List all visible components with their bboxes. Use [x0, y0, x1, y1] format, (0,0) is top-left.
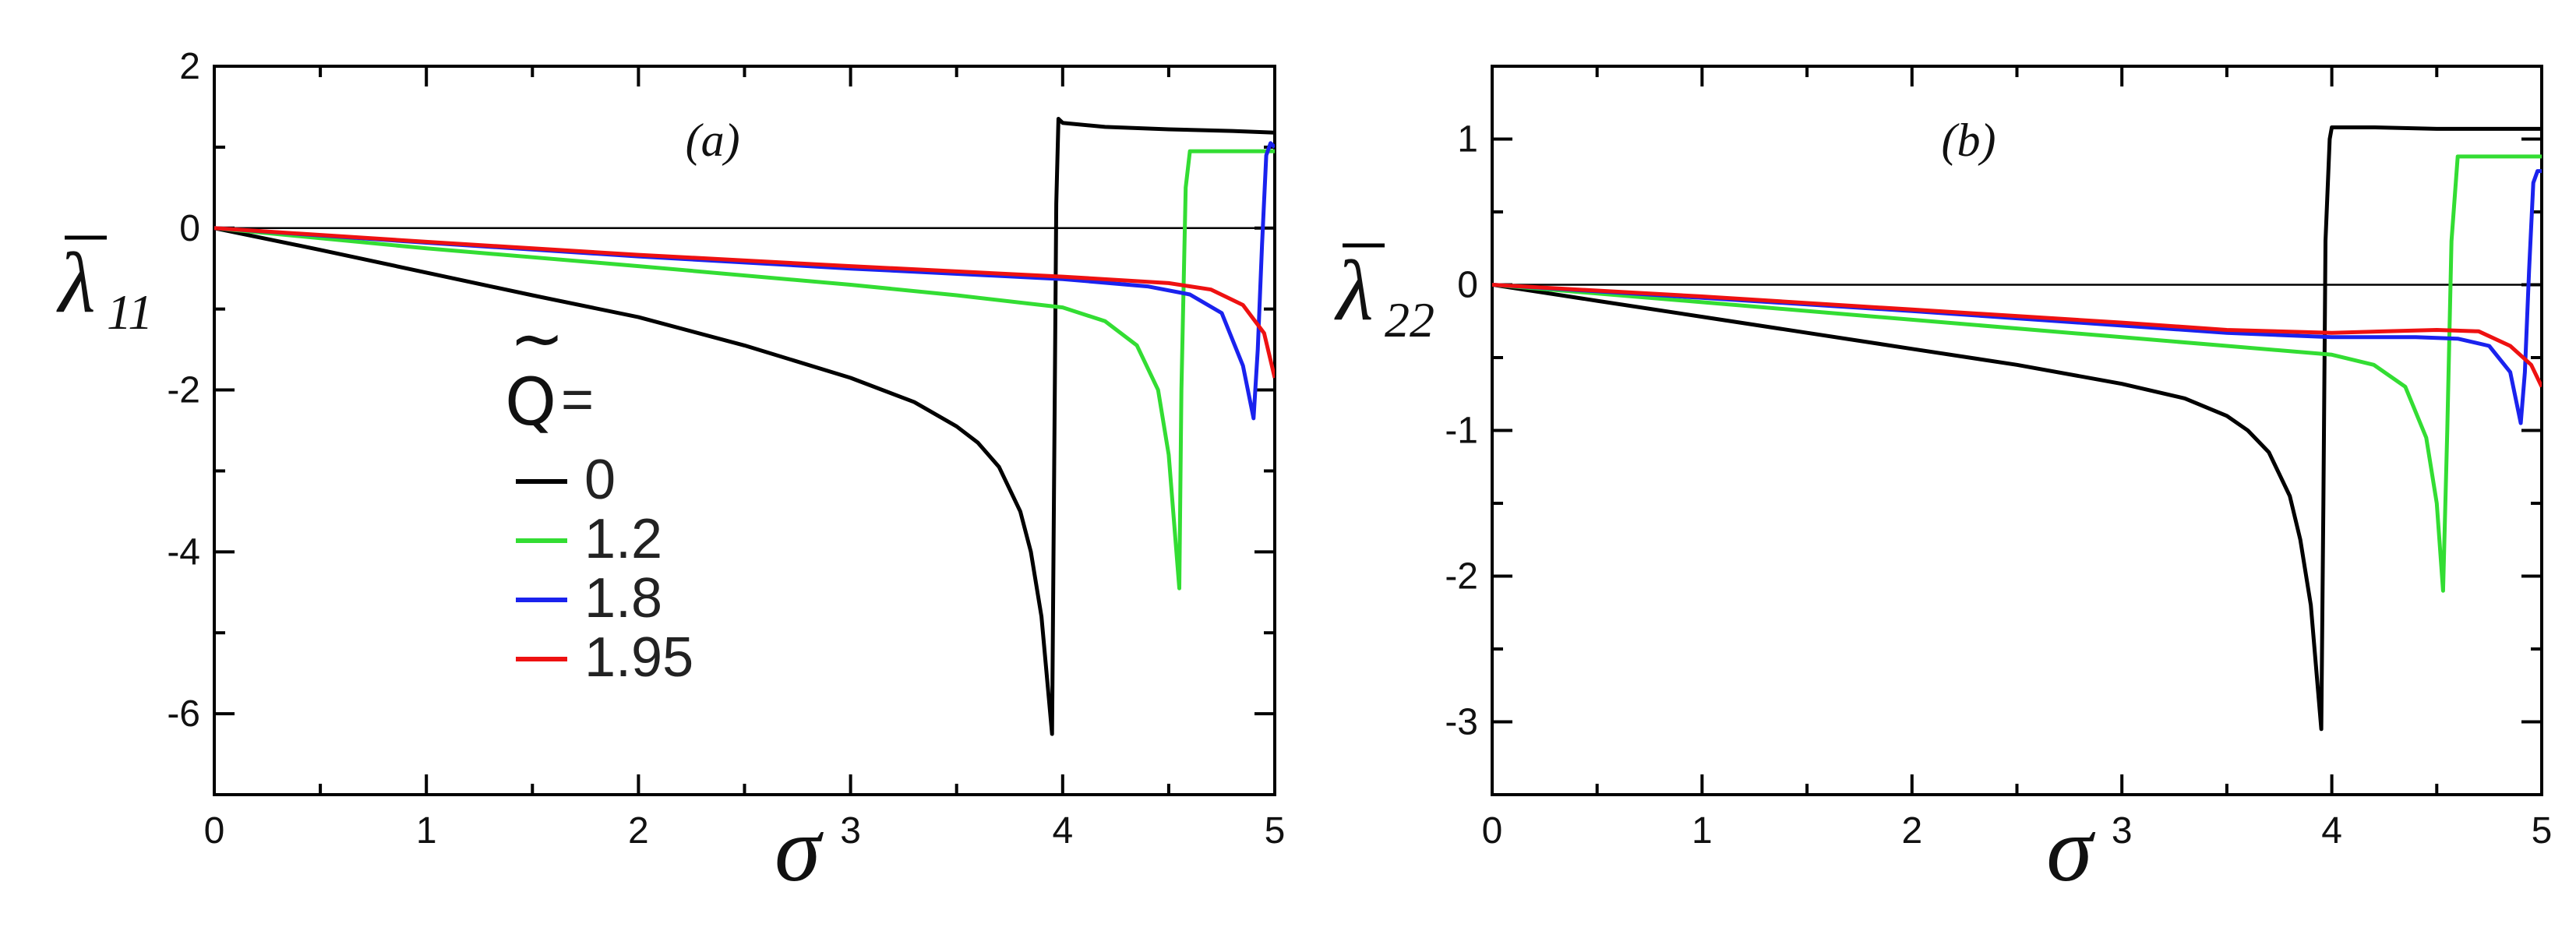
x-tick-label: 5 — [1265, 810, 1286, 852]
series-line-1-2 — [1492, 154, 2542, 593]
legend-title-tilde: ~ — [510, 300, 564, 376]
series-line-1-95 — [1492, 283, 2542, 388]
y-tick-label: 0 — [1457, 265, 1478, 306]
chart-panel-a: 0 1 2 3 4 520-2-4-6(a)σλ 11 ~Q =01.21.81.95 — [56, 46, 1285, 901]
y-tick-label: -4 — [167, 531, 200, 573]
x-tick-label: 1 — [416, 810, 437, 852]
x-tick-label: 2 — [628, 810, 649, 852]
x-axis-label: σ — [775, 797, 824, 901]
y-tick-label: -2 — [167, 370, 200, 411]
x-tick-label: 0 — [1482, 810, 1503, 852]
plot-frame — [213, 65, 1276, 796]
x-axis-label: σ — [2046, 797, 2095, 901]
panel-label: (b) — [1942, 115, 1996, 166]
legend-title-suffix: = — [561, 369, 594, 431]
x-tick-label: 4 — [2321, 810, 2342, 852]
y-tick-label: -3 — [1445, 702, 1478, 743]
x-tick-label: 2 — [1901, 810, 1922, 852]
y-axis-label: λ 22 — [1334, 243, 1434, 347]
legend-entry-label: 0 — [584, 449, 616, 511]
y-axis-subscript: 22 — [1385, 292, 1434, 347]
series-line-0 — [1492, 125, 2542, 732]
y-axis-symbol: λ — [56, 235, 96, 330]
y-tick-label: 0 — [179, 208, 200, 249]
x-tick-label: 5 — [2532, 810, 2553, 852]
y-axis-subscript: 11 — [107, 284, 153, 340]
series-line-1-2 — [214, 149, 1275, 591]
y-tick-label: -6 — [167, 693, 200, 735]
x-tick-label: 3 — [2112, 810, 2133, 852]
x-tick-label: 3 — [840, 810, 861, 852]
plot-frame — [1491, 65, 2543, 796]
x-tick-label: 1 — [1692, 810, 1713, 852]
legend-entry-label: 1.2 — [584, 508, 662, 570]
series-line-0 — [214, 117, 1275, 736]
chart-panel-b: 0 1 2 3 4 5 1 0 -1 -2 -3 (b) σ λ 22 — [1334, 65, 2553, 901]
y-tick-label: -2 — [1445, 556, 1478, 598]
legend-title-symbol: Q — [505, 364, 556, 440]
y-axis-label: λ 11 — [56, 235, 153, 340]
series-group — [214, 117, 1275, 736]
series-group — [1492, 125, 2542, 732]
series-line-1-95 — [214, 226, 1275, 379]
legend-entry-label: 1.95 — [584, 626, 693, 689]
x-tick-label: 4 — [1052, 810, 1073, 852]
y-tick-label: 2 — [179, 46, 200, 87]
legend-entry-label: 1.8 — [584, 567, 662, 629]
x-tick-label: 0 — [204, 810, 225, 852]
legend: ~Q = 01.21.81.95 — [505, 300, 693, 689]
panel-label: (a) — [686, 115, 740, 166]
y-tick-label: -1 — [1445, 411, 1478, 452]
y-tick-label: 1 — [1457, 119, 1478, 160]
series-line-1-8 — [1492, 169, 2542, 425]
y-axis-symbol: λ — [1334, 243, 1374, 338]
